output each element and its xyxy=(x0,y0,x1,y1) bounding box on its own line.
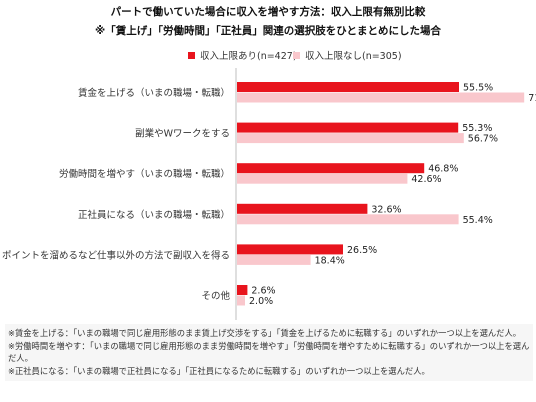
bar-b xyxy=(237,92,525,103)
bar-chart: 賃金を上げる（いまの職場・転職） 55.5% 71.8% 副業やWワークをする 55.3… xyxy=(2,68,536,320)
legend-swatch-a xyxy=(188,51,195,59)
bar-a xyxy=(237,285,248,295)
category-label: 正社員になる（いまの職場・転職） xyxy=(78,209,230,221)
bar-a xyxy=(237,244,343,255)
data-label-a: 2.6% xyxy=(251,286,275,297)
category-label: 賃金を上げる（いまの職場・転職） xyxy=(78,87,230,99)
data-label-b: 71.8% xyxy=(528,93,536,104)
bar-b xyxy=(237,173,408,184)
footnotes: ※賃金を上げる：「いまの職場で同じ雇用形態のまま賃上げ交渉をする」「賃金を上げる… xyxy=(5,324,533,381)
bar-a xyxy=(237,163,425,174)
category-label: その他 xyxy=(201,290,230,302)
footnote-3: ※正社員になる：「いまの職場で正社員になる」「正社員になるために転職する」のいず… xyxy=(8,365,430,376)
data-label-a: 32.6% xyxy=(371,204,401,215)
footnote-2: ※労働時間を増やす：「いまの職場で同じ雇用形態のまま労働時間を増やす」「労働時間… xyxy=(8,340,530,364)
legend-label-b: 収入上限なし(n=305) xyxy=(305,51,402,62)
category-label: ポイントを溜めるなど仕事以外の方法で副収入を得る xyxy=(2,249,230,261)
footnote-1: ※賃金を上げる：「いまの職場で同じ雇用形態のまま賃上げ交渉をする」「賃金を上げる… xyxy=(8,328,522,338)
legend-label-a: 収入上限あり(n=427) xyxy=(200,51,297,62)
legend-entry-b: 収入上限なし(n=305) xyxy=(293,48,402,62)
chart-title: パートで働いていた場合に収入を増やす方法：収入上限有無別比較 xyxy=(110,6,426,18)
data-label-b: 42.6% xyxy=(411,174,441,185)
legend-swatch-b xyxy=(293,51,300,59)
bar-a xyxy=(237,122,459,133)
data-label-a: 26.5% xyxy=(347,245,377,256)
data-label-a: 55.5% xyxy=(463,83,493,94)
category-label: 労働時間を増やす（いまの職場・転職） xyxy=(59,168,230,180)
bar-b xyxy=(237,214,459,225)
chart-subtitle: ※「賃上げ」「労働時間」「正社員」関連の選択肢をひとまとめにした場合 xyxy=(95,25,441,37)
bar-a xyxy=(237,203,368,214)
bar-b xyxy=(237,295,245,306)
bar-b xyxy=(237,133,464,144)
data-label-b: 56.7% xyxy=(468,134,498,145)
data-label-a: 46.8% xyxy=(428,164,458,175)
data-label-b: 18.4% xyxy=(315,255,345,266)
bar-b xyxy=(237,254,311,265)
data-label-b: 55.4% xyxy=(463,215,493,226)
category-label: 副業やWワークをする xyxy=(135,128,230,140)
bar-a xyxy=(237,82,459,92)
data-label-b: 2.0% xyxy=(249,296,273,307)
data-label-a: 55.3% xyxy=(462,123,492,134)
legend-entry-a: 収入上限あり(n=427) xyxy=(188,48,297,62)
